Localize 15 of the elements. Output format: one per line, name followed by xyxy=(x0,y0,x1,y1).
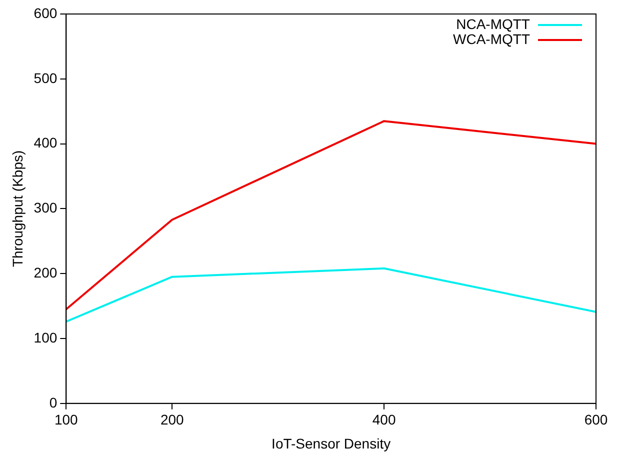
y-tick-label: 0 xyxy=(49,394,58,410)
x-axis-title: IoT-Sensor Density xyxy=(272,435,391,452)
y-tick-label: 100 xyxy=(34,329,58,346)
x-tick-label: 600 xyxy=(584,412,608,428)
y-tick-label: 200 xyxy=(34,264,58,280)
y-tick-label: 500 xyxy=(34,70,58,86)
x-tick-label: 100 xyxy=(54,412,78,428)
legend-label: WCA-MQTT xyxy=(453,30,530,47)
y-tick-label: 600 xyxy=(34,4,58,21)
x-tick-label: 400 xyxy=(372,412,396,428)
x-tick-label: 200 xyxy=(160,412,184,428)
y-axis-title: Throughput (Kbps) xyxy=(9,150,26,268)
legend-label: NCA-MQTT xyxy=(456,16,530,32)
y-tick-label: 400 xyxy=(34,134,58,151)
y-tick-label: 300 xyxy=(34,200,58,216)
